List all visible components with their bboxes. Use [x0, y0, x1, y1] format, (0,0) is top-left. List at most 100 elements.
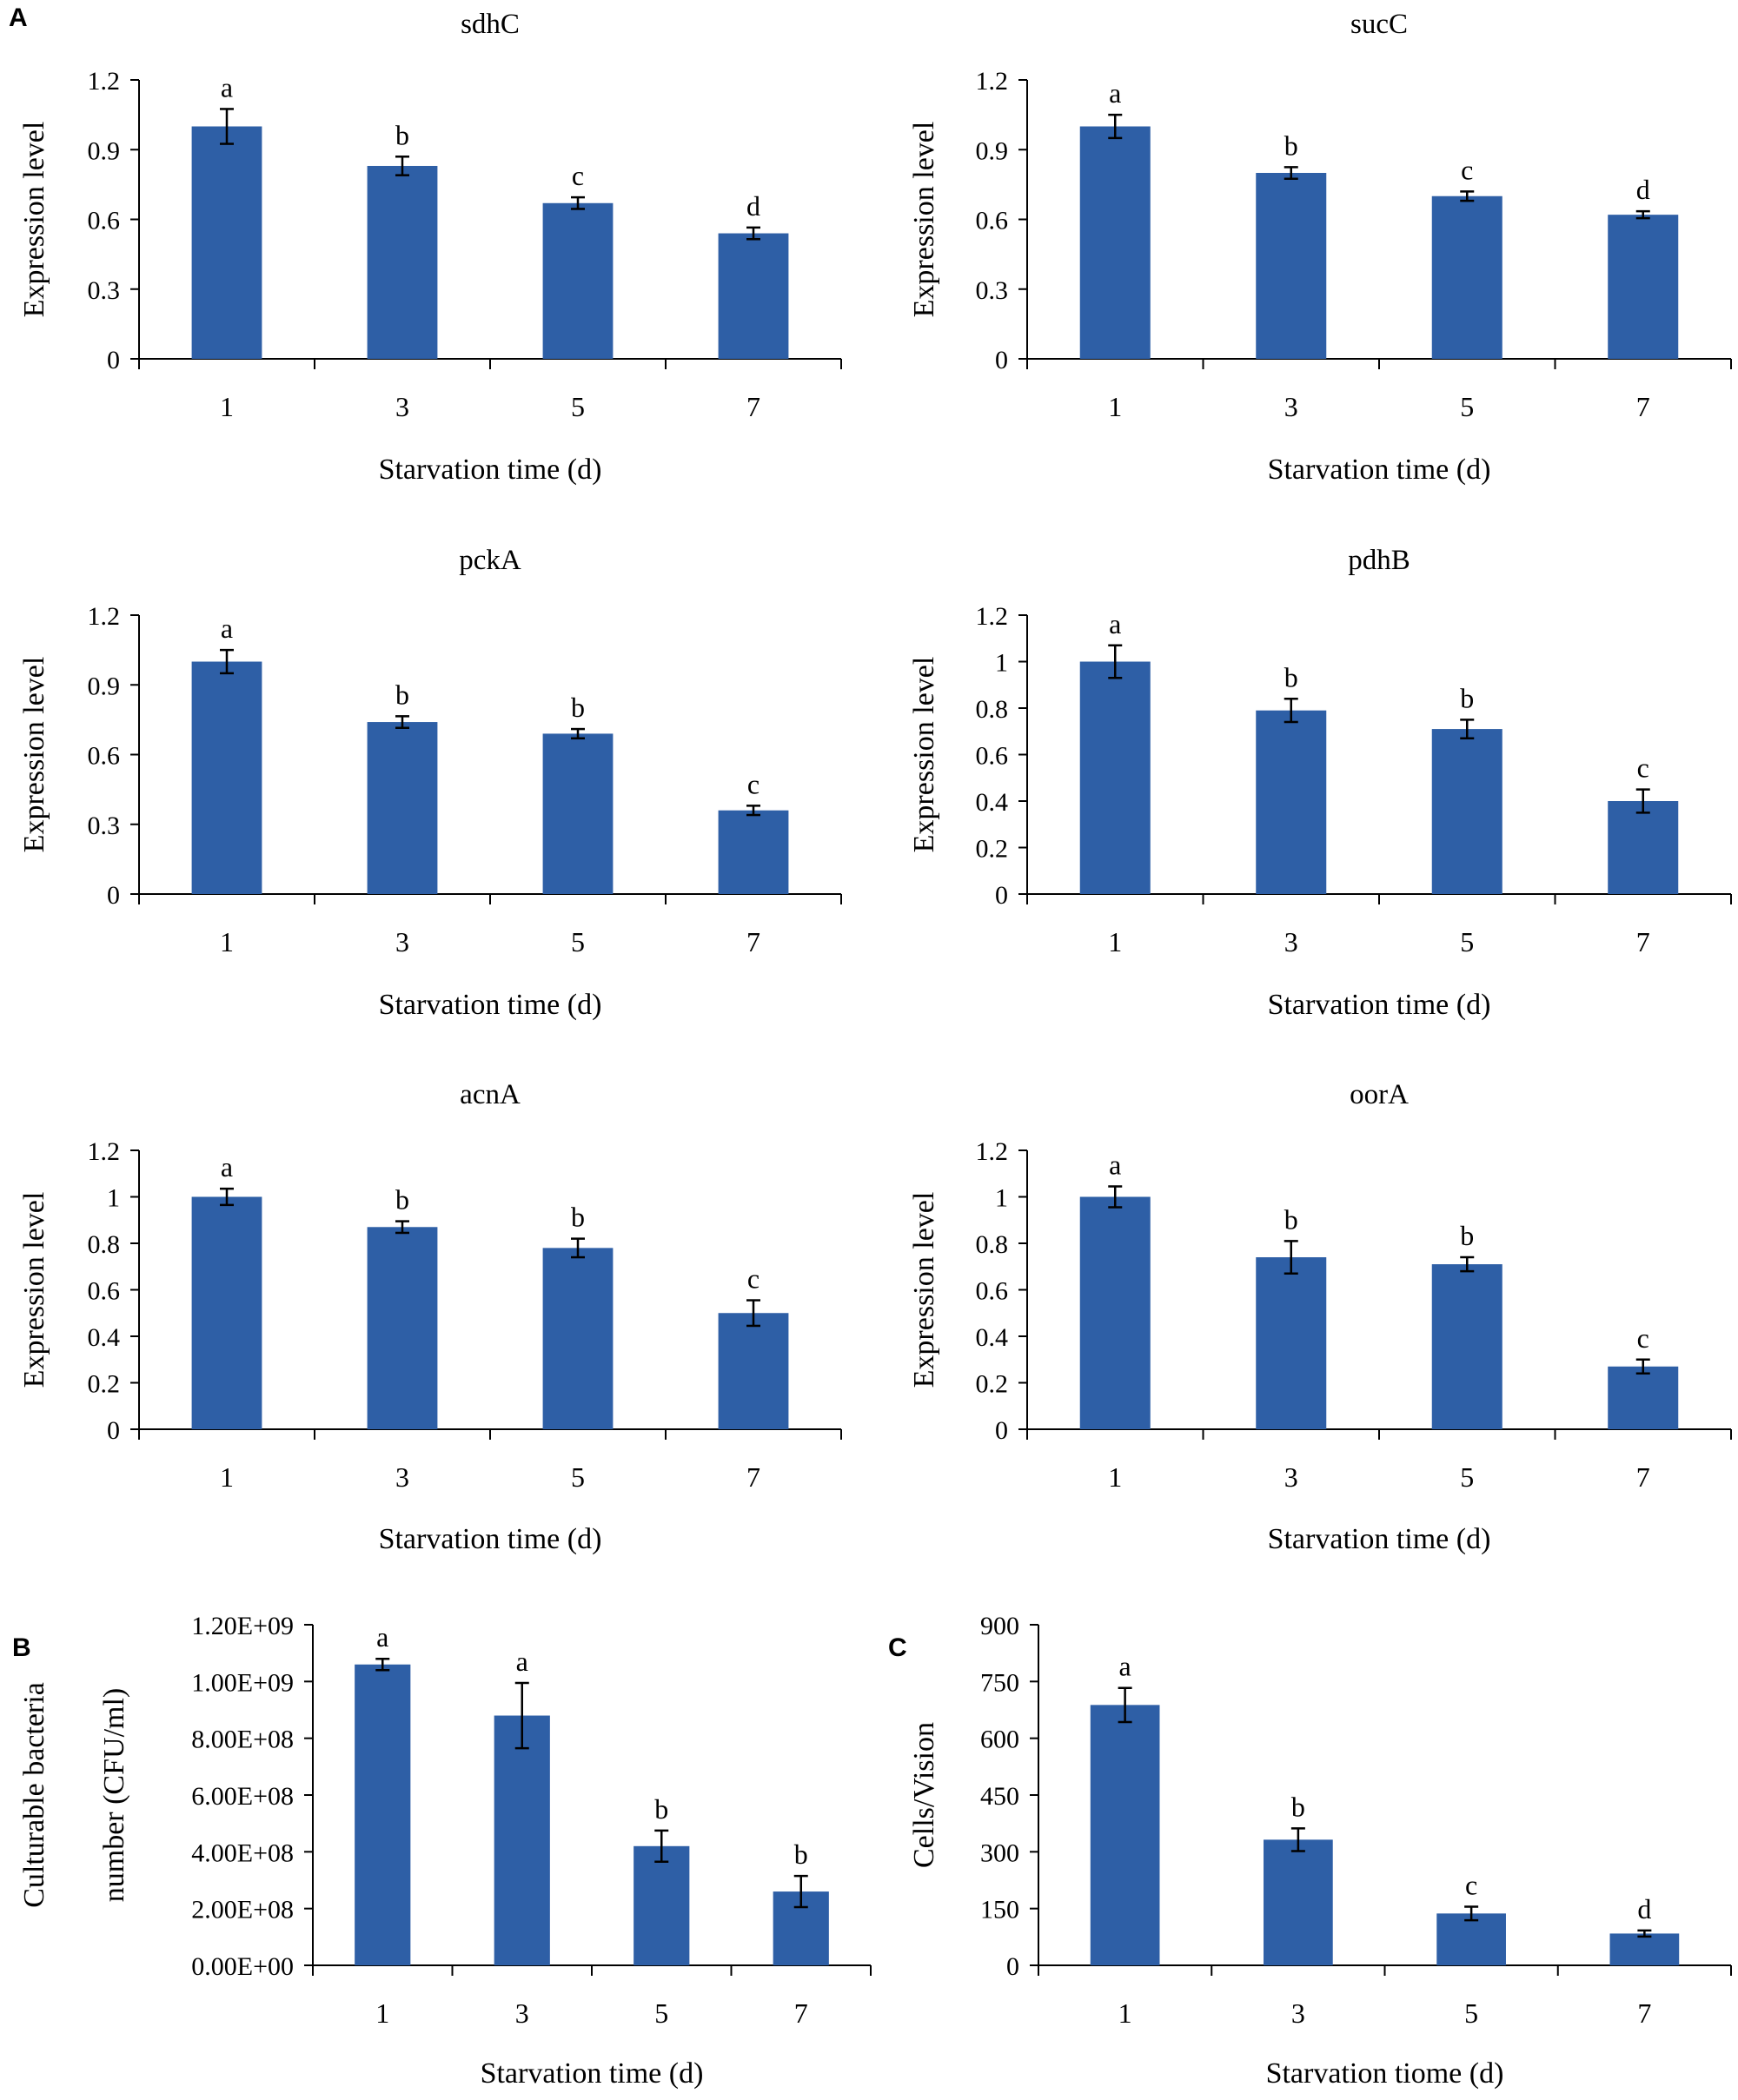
bar [1079, 126, 1151, 359]
y-tick-label: 450 [980, 1782, 1019, 1811]
y-tick-label: 0.2 [88, 1370, 121, 1399]
error-bar [395, 156, 409, 176]
x-tick-label: 7 [746, 391, 760, 422]
x-tick-label: 3 [395, 1461, 409, 1493]
y-tick-label: 0.9 [88, 672, 121, 700]
y-tick-label: 0.4 [976, 788, 1009, 817]
y-tick-label: 6.00E+08 [191, 1782, 294, 1811]
significance-letter: b [1460, 682, 1474, 713]
x-tick-label: 3 [515, 1997, 529, 2029]
y-axis-label: Expression level [18, 1192, 50, 1388]
chart-acnA: acnA 0 0.2 0.4 0.6 0.8 1 1.2 a 1 b 3 b 5 c 7 Starvation … [18, 1079, 842, 1555]
y-axis-label: Expression level [908, 657, 940, 853]
chart-title: pckA [459, 545, 521, 576]
chart-title: sdhC [461, 9, 520, 40]
bar [718, 233, 789, 359]
x-tick-label: 7 [794, 1997, 808, 2029]
error-bar [1290, 1827, 1305, 1852]
error-bar [514, 1681, 529, 1750]
error-bar [1635, 1358, 1650, 1375]
error-bar [220, 648, 234, 675]
significance-letter: a [1109, 77, 1121, 109]
bar [1436, 1913, 1506, 1965]
y-tick-label: 0 [107, 881, 120, 910]
x-tick-label: 5 [571, 926, 585, 957]
y-tick-label: 0 [107, 346, 120, 374]
bar [191, 1196, 262, 1429]
y-tick-label: 0.6 [976, 207, 1009, 235]
error-bar [571, 727, 585, 740]
y-tick-label: 0.2 [976, 1370, 1009, 1399]
y-tick-label: 0.8 [976, 1230, 1009, 1259]
chart-title: sucC [1350, 9, 1408, 40]
bar [542, 733, 614, 894]
x-tick-label: 1 [375, 1997, 389, 2029]
y-tick-label: 2.00E+08 [191, 1896, 294, 1924]
x-axis-label: Starvation time (d) [1268, 989, 1491, 1021]
x-tick-label: 3 [1291, 1997, 1305, 2029]
y-tick-label: 300 [980, 1838, 1019, 1867]
y-tick-label: 0.6 [976, 1277, 1009, 1306]
chart-culturable: 0.00E+00 2.00E+08 4.00E+08 6.00E+08 8.00E+08… [18, 1612, 872, 2090]
chart-pdhB: pdhB 0 0.2 0.4 0.6 0.8 1 1.2 a 1 b 3 b 5 c 7 Starvation … [908, 545, 1732, 1021]
y-tick-label: 0.8 [88, 1230, 121, 1259]
bar [1090, 1705, 1160, 1965]
error-bar [375, 1657, 390, 1672]
chart-sucC: sucC 0 0.3 0.6 0.9 1.2 a 1 b 3 c 5 d 7 Starvation time… [908, 9, 1732, 486]
bar [718, 1313, 789, 1429]
bar [367, 722, 438, 894]
chart-title: pdhB [1348, 545, 1410, 576]
error-bar [1460, 1255, 1475, 1273]
significance-letter: b [395, 679, 409, 710]
bar [1431, 1264, 1503, 1429]
significance-letter: d [746, 190, 760, 222]
bar [718, 810, 789, 894]
bar [367, 165, 438, 359]
x-tick-label: 5 [1464, 1997, 1478, 2029]
significance-letter: b [395, 1184, 409, 1216]
y-tick-label: 1.2 [976, 67, 1009, 96]
x-tick-label: 1 [1118, 1997, 1132, 2029]
error-bar [395, 715, 409, 729]
bar [1264, 1839, 1333, 1965]
error-bar [220, 1187, 234, 1207]
bar [367, 1227, 438, 1429]
y-tick-label: 0.2 [976, 835, 1009, 864]
y-tick-label: 1.2 [88, 67, 121, 96]
bar [542, 202, 614, 359]
x-tick-label: 7 [746, 926, 760, 957]
significance-letter: a [221, 613, 233, 644]
y-tick-label: 750 [980, 1668, 1019, 1697]
y-axis-label: Expression level [908, 1192, 940, 1388]
bar [1608, 215, 1679, 359]
bar [1256, 173, 1327, 359]
y-tick-label: 1.2 [976, 602, 1009, 631]
y-tick-label: 1 [995, 1184, 1008, 1213]
error-bar [571, 195, 585, 210]
x-tick-label: 1 [220, 926, 234, 957]
chart-sdhC: sdhC 0 0.3 0.6 0.9 1.2 a 1 b 3 c 5 d 7 Starvation time… [18, 9, 842, 486]
significance-letter: b [1291, 1791, 1305, 1822]
x-tick-label: 3 [395, 391, 409, 422]
x-tick-label: 5 [1460, 1461, 1474, 1493]
significance-letter: b [794, 1838, 808, 1870]
x-tick-label: 3 [1284, 391, 1298, 422]
y-tick-label: 0.6 [976, 742, 1009, 771]
y-axis-label: Expression level [908, 122, 940, 318]
x-tick-label: 3 [1284, 1461, 1298, 1493]
bar [191, 126, 262, 359]
error-bar [1108, 644, 1123, 679]
x-tick-label: 3 [1284, 926, 1298, 957]
error-bar [1637, 1929, 1652, 1938]
x-tick-label: 7 [1636, 926, 1650, 957]
error-bar [1108, 113, 1123, 140]
error-bar [1635, 788, 1650, 814]
y-tick-label: 0.3 [88, 276, 121, 305]
bar [1256, 1257, 1327, 1429]
y-tick-label: 0.6 [88, 207, 121, 235]
chart-title: acnA [460, 1079, 521, 1110]
y-tick-label: 0 [107, 1416, 120, 1445]
bar [1431, 729, 1503, 894]
significance-letter: c [1465, 1869, 1477, 1900]
y-axis-label-line: Culturable bacteria [18, 1682, 50, 1908]
